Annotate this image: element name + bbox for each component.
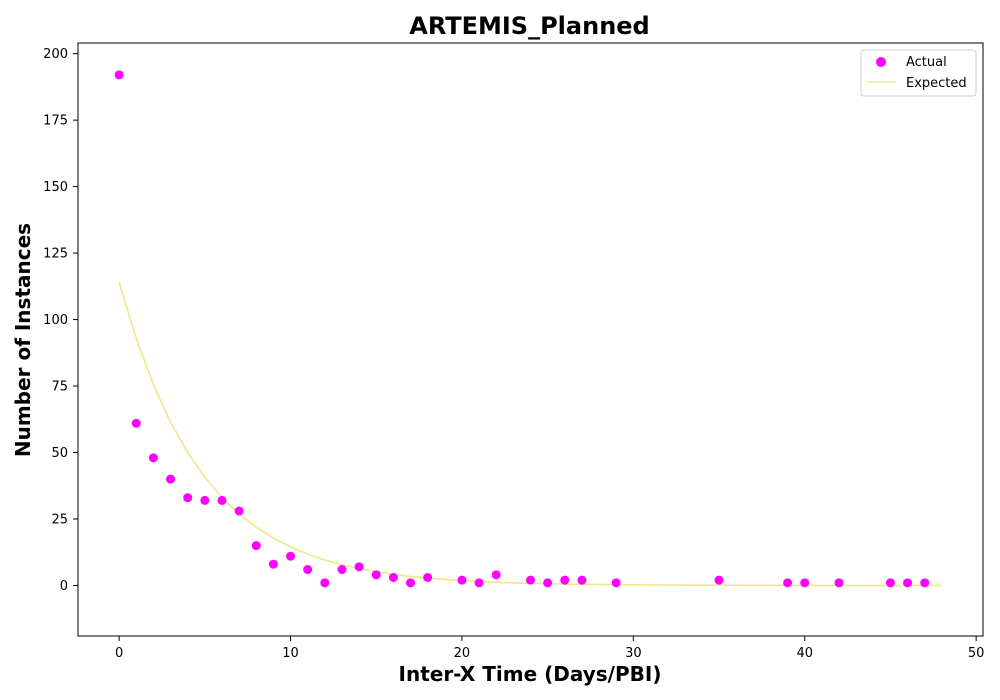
y-tick-label: 125 <box>43 247 68 262</box>
actual-point <box>251 541 261 551</box>
legend: Actual Expected <box>860 49 977 97</box>
actual-point <box>920 578 930 588</box>
actual-point <box>783 578 793 588</box>
actual-point <box>543 578 553 588</box>
actual-point <box>114 70 124 80</box>
actual-point <box>800 578 810 588</box>
actual-point <box>371 570 381 580</box>
actual-point <box>526 575 535 585</box>
x-tick-label: 50 <box>968 646 985 661</box>
actual-point <box>354 562 364 572</box>
actual-point <box>714 575 724 585</box>
y-axis: 0 25 50 75 100 125 150 175 200 <box>43 47 78 594</box>
y-tick-label: 25 <box>51 512 68 527</box>
actual-point <box>560 575 570 585</box>
actual-point <box>423 572 433 582</box>
actual-point <box>337 565 347 575</box>
actual-point <box>611 578 621 588</box>
actual-point <box>388 572 398 582</box>
actual-point <box>166 474 176 484</box>
x-tick-label: 30 <box>625 646 642 661</box>
actual-point <box>286 551 296 561</box>
plot-frame <box>77 42 984 637</box>
x-tick-label: 0 <box>115 646 123 661</box>
y-tick-label: 0 <box>60 579 68 594</box>
y-tick-label: 100 <box>43 313 68 328</box>
legend-actual-marker <box>876 57 886 67</box>
actual-point <box>303 565 313 575</box>
actual-point <box>885 578 895 588</box>
expected-line <box>118 282 942 587</box>
x-tick-label: 10 <box>282 646 299 661</box>
x-axis-title: Inter-X Time (Days/PBI) <box>399 662 662 686</box>
legend-expected-label: Expected <box>906 76 967 91</box>
actual-point <box>457 575 467 585</box>
actual-point <box>148 453 158 463</box>
actual-point <box>903 578 913 588</box>
y-tick-label: 50 <box>51 446 68 461</box>
actual-point <box>234 506 244 516</box>
actual-point <box>577 575 587 585</box>
x-tick-label: 20 <box>454 646 471 661</box>
legend-box <box>860 49 977 97</box>
plot-area <box>114 70 942 588</box>
actual-point <box>183 493 193 503</box>
actual-point <box>268 559 278 569</box>
actual-point <box>320 578 330 588</box>
actual-point <box>491 570 501 580</box>
y-tick-label: 200 <box>43 47 68 62</box>
actual-point <box>131 418 141 428</box>
x-tick-label: 40 <box>796 646 813 661</box>
chart-title: ARTEMIS_Planned <box>409 12 649 40</box>
x-axis: 0 10 20 30 40 50 <box>115 636 984 661</box>
legend-actual-label: Actual <box>906 55 947 70</box>
y-tick-label: 75 <box>51 380 68 395</box>
actual-point <box>406 578 416 588</box>
y-axis-title: Number of Instances <box>11 223 35 457</box>
y-tick-label: 150 <box>43 180 68 195</box>
actual-point <box>834 578 844 588</box>
actual-point <box>217 495 227 505</box>
y-tick-label: 175 <box>43 114 68 129</box>
actual-point <box>474 578 484 588</box>
actual-point <box>200 495 210 505</box>
